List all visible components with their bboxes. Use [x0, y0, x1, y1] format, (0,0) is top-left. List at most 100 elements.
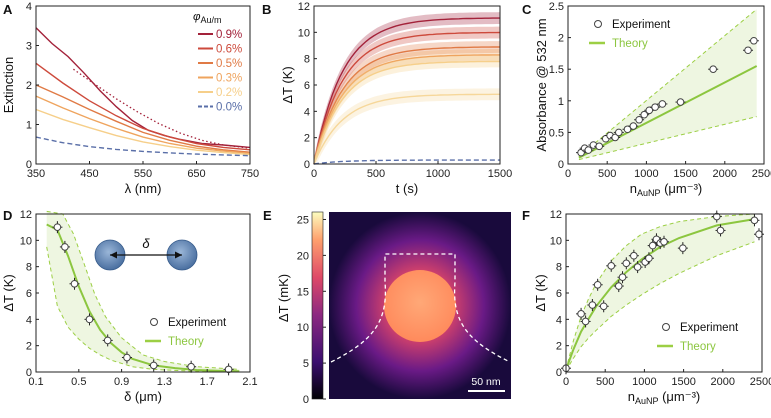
- experiment-point: [224, 365, 233, 374]
- y-tick-label: 8: [304, 54, 310, 66]
- experiment-point: [588, 301, 597, 309]
- experiment-point: [679, 244, 687, 252]
- x-tick-label: 0.9: [114, 376, 129, 388]
- x-tick-label: 1000: [426, 168, 450, 180]
- temperature-series-line: [313, 17, 500, 165]
- experiment-point: [629, 122, 638, 130]
- panel-e-heatmap: 50 nm 0 5 10 15 20 25 ΔT (mK): [276, 211, 511, 406]
- extinction-series-line: [35, 95, 251, 154]
- y-tick-label: 0: [558, 159, 564, 171]
- y-tick-label: 2: [558, 33, 564, 45]
- theory-uncertainty-band: [46, 211, 240, 372]
- legend-experiment-label: Experiment: [168, 317, 227, 329]
- theory-uncertainty-band: [314, 49, 500, 164]
- y-tick-label: 12: [20, 209, 32, 221]
- y-axis-label: Extinction: [1, 57, 16, 113]
- y-tick-label: 4: [556, 314, 562, 326]
- y-tick-label: 4: [26, 314, 32, 326]
- plot-frame: [567, 5, 765, 165]
- experiment-point: [622, 259, 631, 268]
- theory-uncertainty-band: [578, 9, 757, 160]
- y-axis-label: ΔT (K): [1, 274, 16, 311]
- band-lower-bound-line: [565, 241, 755, 371]
- legend-experiment-marker: [150, 318, 158, 326]
- colorbar-tick-label: 10: [297, 322, 309, 334]
- y-tick-label: 8: [26, 262, 32, 274]
- extinction-series-line: [35, 62, 251, 151]
- theory-uncertainty-band: [314, 12, 500, 164]
- inset-arrowhead-right: [175, 251, 182, 259]
- x-tick-label: 2000: [711, 376, 735, 388]
- extinction-series-line: [35, 27, 251, 149]
- colorbar-tick-label: 5: [303, 358, 309, 370]
- temperature-series-line: [313, 159, 500, 165]
- y-tick-label: 0: [26, 159, 32, 171]
- experiment-point: [716, 226, 725, 235]
- experiment-point: [593, 280, 602, 289]
- y-axis-label: ΔT (K): [280, 66, 295, 103]
- colorbar-tick-label: 0: [303, 394, 309, 406]
- y-tick-label: 0.5: [549, 127, 564, 139]
- panel-b-temperature-chart: 0 500 1000 1500 0 2 4 6 8 10 12 ΔT (K) t (s): [280, 1, 512, 196]
- inset-arrowhead-left: [110, 251, 117, 259]
- panel-label-b: B: [262, 2, 271, 17]
- x-tick-label: 1000: [634, 168, 658, 180]
- experiment-point: [750, 36, 758, 45]
- y-tick-label: 6: [304, 80, 310, 92]
- x-tick-label: 500: [598, 168, 616, 180]
- band-upper-bound-line: [565, 213, 755, 370]
- x-tick-label: 0.5: [71, 376, 86, 388]
- experiment-point: [645, 106, 654, 115]
- legend-theory-label: Theory: [680, 341, 716, 353]
- panel-label-a: A: [3, 2, 13, 17]
- experiment-point: [640, 110, 649, 119]
- y-tick-label: 10: [20, 235, 32, 247]
- band-lower-bound-line: [46, 246, 240, 373]
- y-tick-label: 8: [556, 262, 562, 274]
- x-tick-label: 550: [134, 168, 152, 180]
- experiment-point: [755, 230, 763, 239]
- temperature-series-line: [313, 60, 500, 165]
- experiment-point: [614, 282, 623, 290]
- experiment-point: [633, 263, 642, 271]
- experiment-point: [660, 238, 668, 246]
- y-tick-label: 3: [26, 41, 32, 53]
- legend-theory-label: Theory: [168, 336, 204, 348]
- colorbar-tick-label: 20: [297, 250, 309, 262]
- theory-line: [578, 65, 758, 159]
- theory-uncertainty-band: [314, 55, 500, 164]
- y-tick-label: 2: [26, 80, 32, 92]
- y-tick-label: 4: [26, 1, 32, 13]
- extinction-series-line: [35, 108, 251, 156]
- x-tick-label: 500: [367, 168, 385, 180]
- x-tick-label: 1500: [488, 168, 512, 180]
- experiment-point: [187, 362, 195, 371]
- experiment-point: [709, 65, 717, 73]
- x-tick-label: 0: [311, 168, 317, 180]
- legend-entry-label: 0.3%: [216, 73, 242, 85]
- legend-entry-label: 0.5%: [216, 58, 242, 70]
- legend-entry-label: 0.2%: [216, 87, 242, 99]
- panel-label-f: F: [522, 208, 530, 223]
- x-tick-label: 1.3: [157, 376, 172, 388]
- y-tick-label: 6: [26, 288, 32, 300]
- experiment-point: [103, 336, 112, 345]
- x-axis-label: t (s): [396, 181, 418, 196]
- x-tick-label: 1000: [632, 376, 656, 388]
- band-lower-bound-line: [578, 116, 757, 161]
- experiment-point: [651, 103, 659, 111]
- y-axis-label: Absorbance @ 532 nm: [534, 18, 549, 151]
- experiment-point: [676, 98, 685, 106]
- y-tick-label: 0: [556, 367, 562, 379]
- colorbar-label: ΔT (mK): [276, 274, 291, 322]
- y-tick-label: 1.5: [549, 64, 564, 76]
- heatmap-particle-disk: [384, 270, 456, 342]
- x-tick-label: 0: [563, 376, 569, 388]
- legend-title: φAu/m: [193, 11, 222, 25]
- theory-uncertainty-band: [566, 214, 755, 371]
